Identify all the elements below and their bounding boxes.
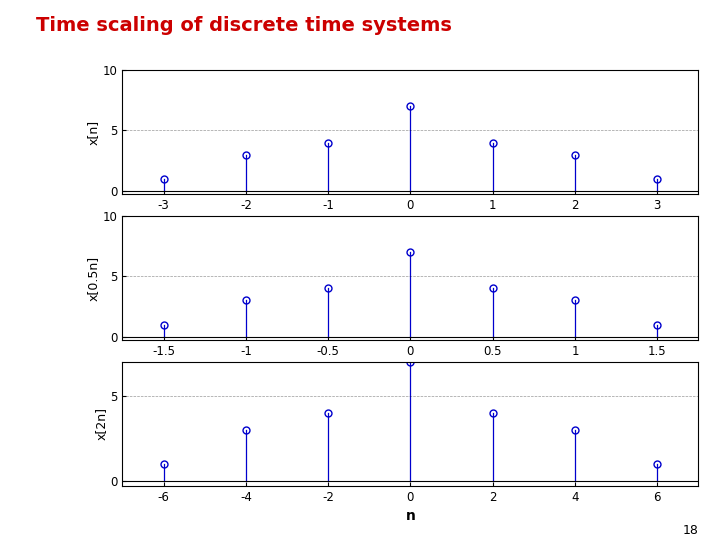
Y-axis label: x[2n]: x[2n] [94,407,107,441]
X-axis label: n: n [405,509,415,523]
Text: Time scaling of discrete time systems: Time scaling of discrete time systems [36,16,452,35]
Y-axis label: x[0.5n]: x[0.5n] [87,255,100,301]
Text: 18: 18 [683,524,698,537]
Y-axis label: x[n]: x[n] [87,120,100,145]
